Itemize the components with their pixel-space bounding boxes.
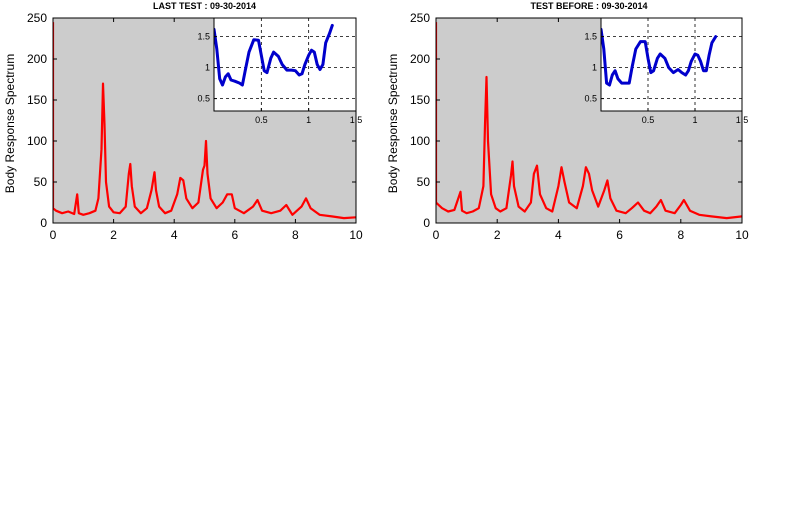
inset-x-tick-label: 1 bbox=[306, 115, 311, 125]
chart-title: TEST BEFORE : 09-30-2014 bbox=[530, 1, 647, 11]
x-tick-label: 6 bbox=[231, 228, 238, 242]
inset-x-tick-label: 1.5 bbox=[736, 115, 749, 125]
x-tick-label: 2 bbox=[110, 228, 117, 242]
inset-series-line bbox=[214, 23, 334, 87]
inset-frame bbox=[600, 17, 743, 112]
y-tick-label: 50 bbox=[34, 175, 48, 189]
inset-x-tick-label: 0.5 bbox=[642, 115, 655, 125]
y-tick-label: 100 bbox=[27, 134, 47, 148]
y-axis-label: Body Response Spectrum bbox=[3, 54, 17, 193]
inset-x-tick-label: 1 bbox=[692, 115, 697, 125]
plot-frame bbox=[435, 17, 743, 224]
inset-background bbox=[601, 18, 742, 111]
x-tick-label: 2 bbox=[494, 228, 501, 242]
inset-series-line bbox=[601, 27, 718, 87]
plot-frame bbox=[52, 17, 357, 224]
inset-y-tick-label: 1 bbox=[205, 63, 210, 73]
y-tick-label: 100 bbox=[410, 134, 430, 148]
x-tick-label: 10 bbox=[349, 228, 363, 242]
x-tick-label: 10 bbox=[735, 228, 749, 242]
x-tick-label: 4 bbox=[171, 228, 178, 242]
y-tick-label: 150 bbox=[27, 93, 47, 107]
y-tick-label: 250 bbox=[410, 11, 430, 25]
inset-plot: 0.5 1 1.5 0.5 1 1.5 bbox=[584, 17, 749, 125]
x-tick-label: 6 bbox=[616, 228, 623, 242]
inset-y-tick-label: 1.5 bbox=[197, 32, 210, 42]
inset-x-tick-label: 1.5 bbox=[350, 115, 363, 125]
y-tick-label: 0 bbox=[40, 216, 47, 230]
inset-x-tick-label: 0.5 bbox=[255, 115, 268, 125]
inset-plot: 0.5 1 1.5 0.5 1 1.5 bbox=[197, 17, 363, 125]
spectrum-series-line bbox=[436, 22, 742, 220]
inset-y-tick-label: 0.5 bbox=[197, 94, 210, 104]
x-tick-label: 0 bbox=[433, 228, 440, 242]
chart-title: LAST TEST : 09-30-2014 bbox=[153, 1, 256, 11]
y-tick-label: 200 bbox=[27, 52, 47, 66]
inset-background bbox=[214, 18, 356, 111]
inset-frame bbox=[213, 17, 357, 112]
y-tick-label: 50 bbox=[417, 175, 431, 189]
x-tick-label: 4 bbox=[555, 228, 562, 242]
spectrum-series-line bbox=[53, 22, 356, 220]
inset-y-tick-label: 0.5 bbox=[584, 94, 597, 104]
inset-y-tick-label: 1.5 bbox=[584, 32, 597, 42]
x-tick-label: 8 bbox=[292, 228, 299, 242]
y-tick-label: 0 bbox=[423, 216, 430, 230]
inset-y-tick-label: 1 bbox=[592, 63, 597, 73]
y-axis-label: Body Response Spectrum bbox=[386, 54, 400, 193]
y-tick-label: 200 bbox=[410, 52, 430, 66]
y-tick-label: 250 bbox=[27, 11, 47, 25]
x-tick-label: 8 bbox=[677, 228, 684, 242]
y-tick-label: 150 bbox=[410, 93, 430, 107]
x-tick-label: 0 bbox=[50, 228, 57, 242]
